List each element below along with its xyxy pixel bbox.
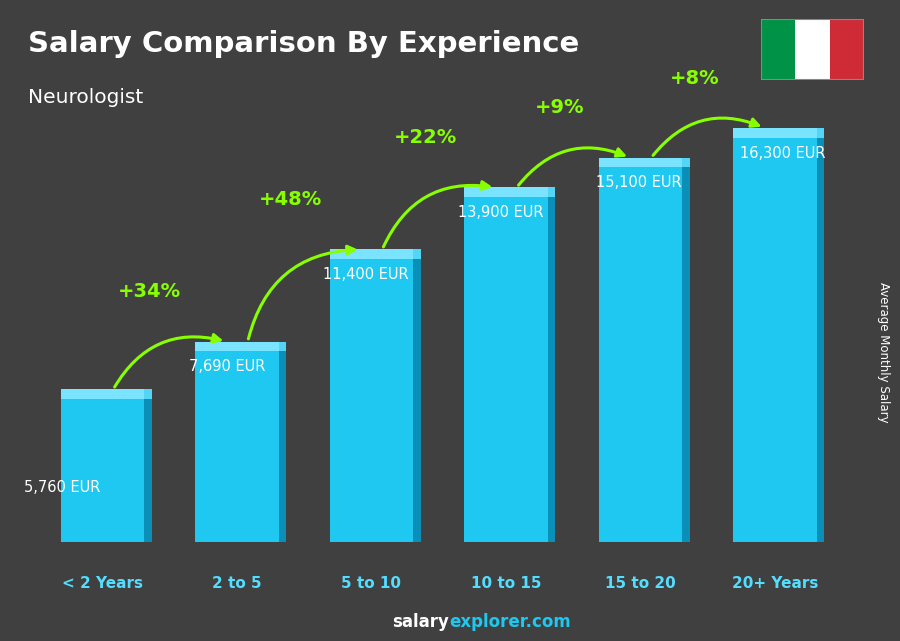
Text: < 2 Years: < 2 Years (62, 576, 143, 591)
Bar (464, 187, 548, 197)
Text: 15 to 20: 15 to 20 (605, 576, 676, 591)
Bar (598, 158, 682, 167)
Bar (795, 19, 830, 80)
Text: 5,760 EUR: 5,760 EUR (24, 481, 101, 495)
Text: 16,300 EUR: 16,300 EUR (740, 146, 825, 161)
Bar (329, 259, 413, 542)
Bar (195, 351, 279, 542)
Bar (413, 259, 420, 542)
Text: Salary Comparison By Experience: Salary Comparison By Experience (28, 29, 579, 58)
Bar (682, 158, 689, 167)
Bar (830, 19, 864, 80)
Bar (760, 19, 795, 80)
Text: 20+ Years: 20+ Years (732, 576, 818, 591)
Text: 10 to 15: 10 to 15 (471, 576, 541, 591)
Text: 7,690 EUR: 7,690 EUR (188, 360, 265, 374)
Text: +22%: +22% (393, 128, 457, 147)
Bar (60, 399, 144, 542)
Bar (817, 128, 824, 138)
Text: +9%: +9% (536, 98, 585, 117)
Text: +34%: +34% (118, 282, 181, 301)
Text: 2 to 5: 2 to 5 (212, 576, 262, 591)
Bar (60, 390, 144, 399)
Bar (464, 197, 548, 542)
FancyArrowPatch shape (653, 118, 759, 155)
Text: +48%: +48% (259, 190, 322, 209)
Bar (548, 187, 555, 197)
Bar (195, 342, 279, 351)
FancyArrowPatch shape (518, 148, 624, 185)
Bar (548, 197, 555, 542)
FancyArrowPatch shape (248, 246, 355, 339)
Bar (734, 138, 817, 542)
Bar (598, 167, 682, 542)
Bar (682, 167, 689, 542)
Text: salary: salary (392, 613, 449, 631)
Bar (144, 399, 151, 542)
FancyArrowPatch shape (114, 335, 220, 387)
Text: Average Monthly Salary: Average Monthly Salary (878, 282, 890, 423)
Bar (734, 128, 817, 138)
Bar (329, 249, 413, 259)
Text: 15,100 EUR: 15,100 EUR (596, 176, 682, 190)
Bar (413, 249, 420, 259)
Text: 5 to 10: 5 to 10 (341, 576, 401, 591)
Bar (279, 342, 286, 351)
Bar (817, 138, 824, 542)
Text: explorer.com: explorer.com (449, 613, 571, 631)
Bar (279, 351, 286, 542)
Text: Neurologist: Neurologist (28, 88, 143, 107)
Bar (144, 390, 151, 399)
Text: 11,400 EUR: 11,400 EUR (323, 267, 409, 282)
FancyArrowPatch shape (383, 181, 489, 247)
Text: +8%: +8% (670, 69, 719, 88)
Text: 13,900 EUR: 13,900 EUR (457, 205, 543, 221)
